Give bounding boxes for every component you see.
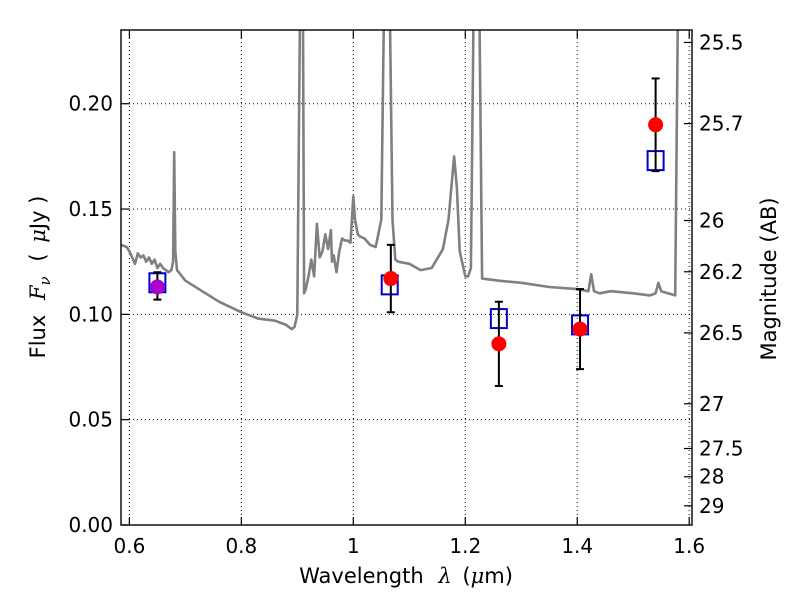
y-axis-label-symbol: F xyxy=(26,284,50,301)
y-axis-label: Flux Fν ( μJy ) xyxy=(26,196,55,359)
plot-frame xyxy=(120,29,693,526)
x-axis-label: Wavelength λ (μm) xyxy=(299,564,513,588)
y2-tick-label: 27 xyxy=(699,392,724,416)
y-axis-label-subscript: ν xyxy=(36,276,54,285)
x-tick-label: 1.6 xyxy=(673,534,705,558)
y-axis-label-mu: μ xyxy=(26,229,50,243)
spectrum-line xyxy=(121,30,680,331)
axis-ticks xyxy=(121,30,692,526)
x-axis-label-text: Wavelength xyxy=(299,564,424,588)
y-axis-label-paren: ( xyxy=(26,253,50,261)
y-tick-label: 0.05 xyxy=(68,408,113,432)
y2-tick-label: 29 xyxy=(699,494,724,518)
y2-tick-label: 26.5 xyxy=(699,321,744,345)
x-tick-label: 0.6 xyxy=(113,534,145,558)
y2-axis-label: Magnitude (AB) xyxy=(757,197,781,360)
x-axis-label-paren: ( xyxy=(462,564,470,588)
x-axis-label-symbol: λ xyxy=(437,564,451,588)
x-tick-label: 0.8 xyxy=(225,534,257,558)
y2-tick-label: 25.7 xyxy=(699,112,744,136)
x-axis-label-unit: m) xyxy=(484,564,513,588)
y2-tick-label: 27.5 xyxy=(699,437,744,461)
grid-lines xyxy=(121,30,692,526)
axis-tick-labels: 0.6 0.8 1 1.2 1.4 1.6 0.00 0.05 0.10 0.15 0.20 25.5… xyxy=(68,30,743,558)
observed-point xyxy=(648,117,664,133)
y-axis-label-unit: Jy ) xyxy=(26,196,50,232)
x-tick-label: 1.2 xyxy=(449,534,481,558)
y-tick-label: 0.15 xyxy=(68,197,113,221)
plot-background xyxy=(121,30,692,525)
photometry-markers xyxy=(148,77,665,387)
y2-tick-label: 26.2 xyxy=(699,260,744,284)
y2-tick-label: 28 xyxy=(699,465,724,489)
y2-tick-label: 26 xyxy=(699,209,724,233)
observed-point xyxy=(572,321,588,337)
observed-point xyxy=(491,336,507,352)
observed-point xyxy=(383,271,399,287)
x-tick-label: 1 xyxy=(347,534,360,558)
y2-tick-label: 25.5 xyxy=(699,30,744,54)
observed-point xyxy=(149,279,165,295)
x-tick-label: 1.4 xyxy=(561,534,593,558)
y-tick-label: 0.20 xyxy=(68,92,113,116)
y-tick-label: 0.10 xyxy=(68,302,113,326)
y-axis-label-text: Flux xyxy=(26,315,50,359)
x-axis-label-mu: μ xyxy=(471,564,485,588)
y-tick-label: 0.00 xyxy=(68,513,113,537)
